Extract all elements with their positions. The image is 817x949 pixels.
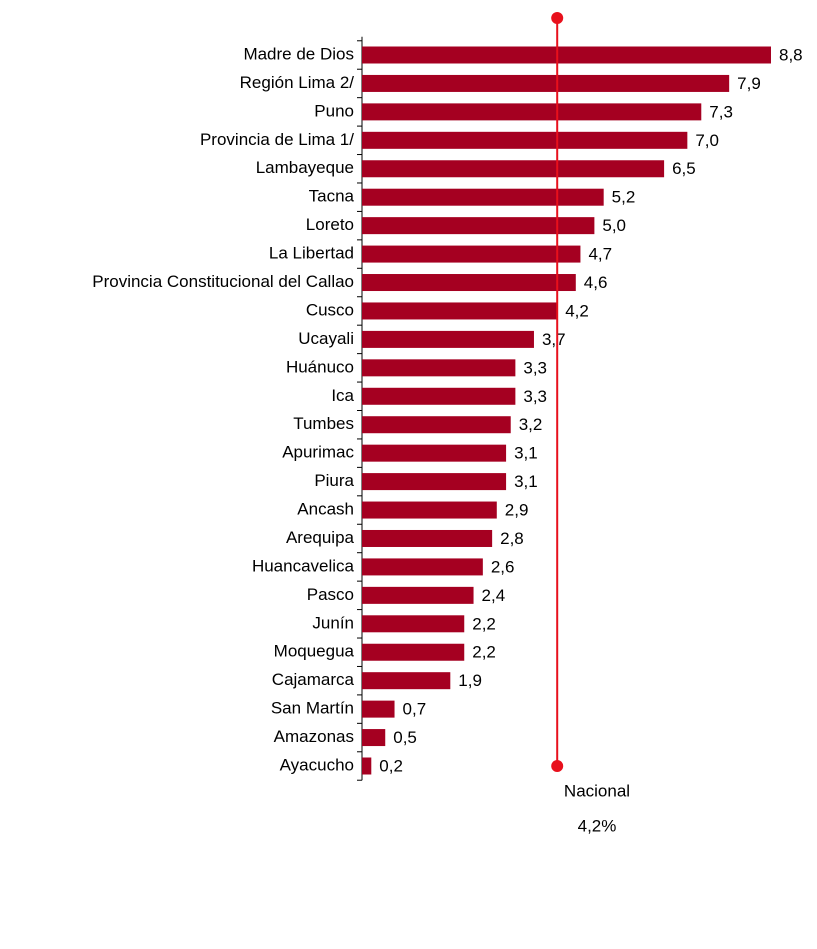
category-label: Loreto <box>306 215 354 234</box>
category-label: Arequipa <box>286 528 355 547</box>
bar <box>362 643 465 661</box>
category-label: Piura <box>314 471 354 490</box>
bar <box>362 615 465 633</box>
reference-label: 4,2% <box>578 816 617 835</box>
bar <box>362 217 595 235</box>
bar <box>362 501 497 519</box>
bar <box>362 700 395 718</box>
value-label: 3,7 <box>542 330 566 349</box>
value-label: 2,2 <box>472 643 496 662</box>
bar <box>362 729 386 747</box>
value-label: 2,9 <box>505 501 529 520</box>
value-label: 7,0 <box>695 131 719 150</box>
value-label: 3,3 <box>523 387 547 406</box>
value-label: 6,5 <box>672 159 696 178</box>
reference-name: Nacional <box>564 781 630 800</box>
value-label: 2,8 <box>500 529 524 548</box>
category-label: La Libertad <box>269 244 354 263</box>
category-label: Puno <box>314 101 354 120</box>
bar <box>362 473 507 491</box>
value-label: 0,2 <box>379 756 403 775</box>
category-label: Provincia Constitucional del Callao <box>92 272 354 291</box>
value-label: 3,2 <box>519 415 543 434</box>
bar <box>362 188 604 206</box>
bar <box>362 672 451 690</box>
category-label: Provincia de Lima 1/ <box>200 130 354 149</box>
value-label: 5,0 <box>602 216 626 235</box>
value-label: 5,2 <box>612 188 636 207</box>
value-label: 4,6 <box>584 273 608 292</box>
value-label: 3,1 <box>514 444 538 463</box>
bar <box>362 245 581 263</box>
category-label: Amazonas <box>274 727 354 746</box>
reference-dot <box>551 760 564 772</box>
reference-dot <box>551 12 564 24</box>
value-label: 0,5 <box>393 728 417 747</box>
value-label: 3,3 <box>523 358 547 377</box>
bar <box>362 103 702 121</box>
value-label: 0,7 <box>403 700 427 719</box>
category-label: Lambayeque <box>256 158 354 177</box>
category-label: Tacna <box>309 187 355 206</box>
category-label: Tumbes <box>293 414 354 433</box>
category-label: Junín <box>312 613 354 632</box>
category-label: Ucayali <box>298 329 354 348</box>
value-label: 8,8 <box>779 45 803 64</box>
value-label: 4,2 <box>565 301 589 320</box>
value-label: 2,4 <box>482 586 506 605</box>
value-label: 2,6 <box>491 557 515 576</box>
category-label: Cajamarca <box>272 670 355 689</box>
bar <box>362 131 688 149</box>
category-label: Madre de Dios <box>243 44 354 63</box>
category-label: Huánuco <box>286 357 354 376</box>
category-label: San Martín <box>271 699 354 718</box>
bar <box>362 160 665 178</box>
bar <box>362 416 511 434</box>
bar <box>362 444 507 462</box>
bar <box>362 274 576 292</box>
bar <box>362 757 372 775</box>
category-label: Pasco <box>307 585 354 604</box>
bar <box>362 529 493 547</box>
bar <box>362 46 771 64</box>
bar <box>362 387 516 405</box>
category-label: Moquegua <box>274 642 355 661</box>
category-label: Cusco <box>306 300 354 319</box>
bar <box>362 558 483 576</box>
bar <box>362 359 516 377</box>
category-label: Región Lima 2/ <box>240 73 355 92</box>
category-label: Ayacucho <box>280 755 354 774</box>
bar <box>362 586 474 604</box>
value-label: 7,9 <box>737 74 761 93</box>
category-label: Ancash <box>297 500 354 519</box>
category-label: Huancavelica <box>252 556 355 575</box>
value-label: 1,9 <box>458 671 482 690</box>
bar <box>362 74 730 92</box>
value-label: 4,7 <box>588 245 612 264</box>
bar <box>362 330 534 348</box>
value-label: 3,1 <box>514 472 538 491</box>
bar <box>362 302 558 320</box>
value-label: 2,2 <box>472 614 496 633</box>
category-label: Ica <box>331 386 354 405</box>
category-label: Apurimac <box>282 443 354 462</box>
value-label: 7,3 <box>709 102 733 121</box>
